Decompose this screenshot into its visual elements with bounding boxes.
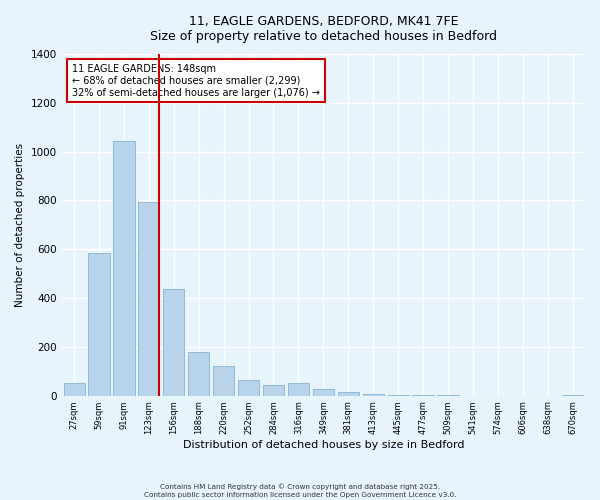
Bar [338, 392, 359, 396]
Bar [288, 384, 309, 396]
Bar [163, 290, 184, 396]
Title: 11, EAGLE GARDENS, BEDFORD, MK41 7FE
Size of property relative to detached house: 11, EAGLE GARDENS, BEDFORD, MK41 7FE Siz… [150, 15, 497, 43]
Bar [113, 140, 134, 396]
Bar [64, 384, 85, 396]
Bar [238, 380, 259, 396]
Text: Contains HM Land Registry data © Crown copyright and database right 2025.
Contai: Contains HM Land Registry data © Crown c… [144, 484, 456, 498]
Bar [213, 366, 234, 396]
Bar [88, 253, 110, 396]
Bar [388, 395, 409, 396]
Bar [188, 352, 209, 396]
Bar [263, 384, 284, 396]
X-axis label: Distribution of detached houses by size in Bedford: Distribution of detached houses by size … [182, 440, 464, 450]
Y-axis label: Number of detached properties: Number of detached properties [15, 143, 25, 307]
Bar [138, 202, 160, 396]
Bar [362, 394, 384, 396]
Text: 11 EAGLE GARDENS: 148sqm
← 68% of detached houses are smaller (2,299)
32% of sem: 11 EAGLE GARDENS: 148sqm ← 68% of detach… [72, 64, 320, 98]
Bar [313, 390, 334, 396]
